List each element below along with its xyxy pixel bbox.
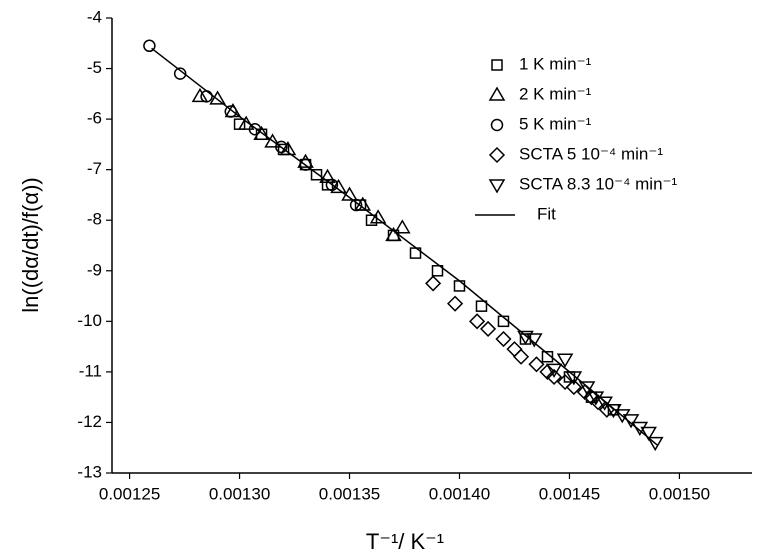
data-point xyxy=(365,214,378,226)
y-tick-label: -11 xyxy=(79,361,102,380)
x-tick-label: 0.00130 xyxy=(209,484,270,503)
x-tick-label: 0.00150 xyxy=(649,484,710,503)
data-point xyxy=(191,87,209,103)
y-tick-label: -7 xyxy=(87,159,102,178)
data-point xyxy=(545,363,563,378)
data-point xyxy=(453,280,466,292)
data-point xyxy=(425,275,442,292)
data-point xyxy=(469,313,486,330)
data-point xyxy=(275,140,288,154)
legend-label: Fit xyxy=(537,204,556,223)
data-point xyxy=(541,350,554,363)
data-point xyxy=(495,330,512,348)
data-point xyxy=(556,373,574,391)
y-tick-label: -6 xyxy=(87,109,102,128)
x-tick-label: 0.00135 xyxy=(319,484,380,503)
data-point xyxy=(565,378,582,396)
data-point xyxy=(613,409,631,424)
data-point xyxy=(394,219,411,234)
legend-label: 2 K min⁻¹ xyxy=(519,84,592,103)
legend-label: 5 K min⁻¹ xyxy=(519,114,592,133)
data-point xyxy=(349,198,363,212)
y-tick-label: -5 xyxy=(87,58,102,77)
data-point xyxy=(224,105,238,118)
legend-label: SCTA 5 10⁻⁴ min⁻¹ xyxy=(519,144,663,163)
data-point xyxy=(431,265,444,277)
x-tick-label: 0.00125 xyxy=(99,484,160,503)
data-point xyxy=(310,168,323,181)
y-axis-label: ln((dα/dt)/f(α)) xyxy=(18,177,43,312)
data-point xyxy=(279,140,297,156)
legend-marker xyxy=(490,118,504,132)
y-tick-label: -8 xyxy=(87,210,102,229)
legend-marker xyxy=(488,86,506,101)
data-point xyxy=(209,90,226,105)
y-tick-label: -13 xyxy=(77,462,102,481)
x-axis-label: T⁻¹/ K⁻¹ xyxy=(366,529,444,554)
data-point xyxy=(513,348,530,365)
data-point xyxy=(248,122,262,136)
legend-label: SCTA 8.3 10⁻⁴ min⁻¹ xyxy=(519,174,677,193)
y-tick-label: -4 xyxy=(87,7,102,26)
legend-marker xyxy=(491,59,503,71)
y-tick-label: -9 xyxy=(87,260,102,279)
x-tick-label: 0.00145 xyxy=(539,484,600,503)
data-point xyxy=(539,363,556,380)
data-point xyxy=(640,426,657,442)
data-point xyxy=(299,158,312,171)
data-point xyxy=(546,368,563,386)
data-point xyxy=(325,178,339,192)
data-point xyxy=(480,320,497,337)
legend-marker xyxy=(488,179,506,194)
data-point xyxy=(264,133,281,148)
data-point xyxy=(369,209,387,224)
data-point xyxy=(622,414,640,429)
data-point xyxy=(143,39,156,53)
data-point xyxy=(556,353,574,368)
legend-label: 1 K min⁻¹ xyxy=(519,54,592,73)
data-point xyxy=(578,381,596,396)
x-tick-label: 0.00140 xyxy=(429,484,490,503)
y-tick-label: -12 xyxy=(77,412,102,431)
legend-marker xyxy=(488,146,506,164)
data-point xyxy=(475,300,488,312)
data-point xyxy=(587,391,605,406)
data-point xyxy=(528,356,545,373)
data-point xyxy=(506,341,523,358)
data-point xyxy=(447,295,464,312)
data-point xyxy=(341,186,358,201)
data-point xyxy=(173,67,187,80)
y-tick-label: -10 xyxy=(77,311,102,330)
fit-line xyxy=(151,47,658,446)
data-point xyxy=(646,436,664,452)
